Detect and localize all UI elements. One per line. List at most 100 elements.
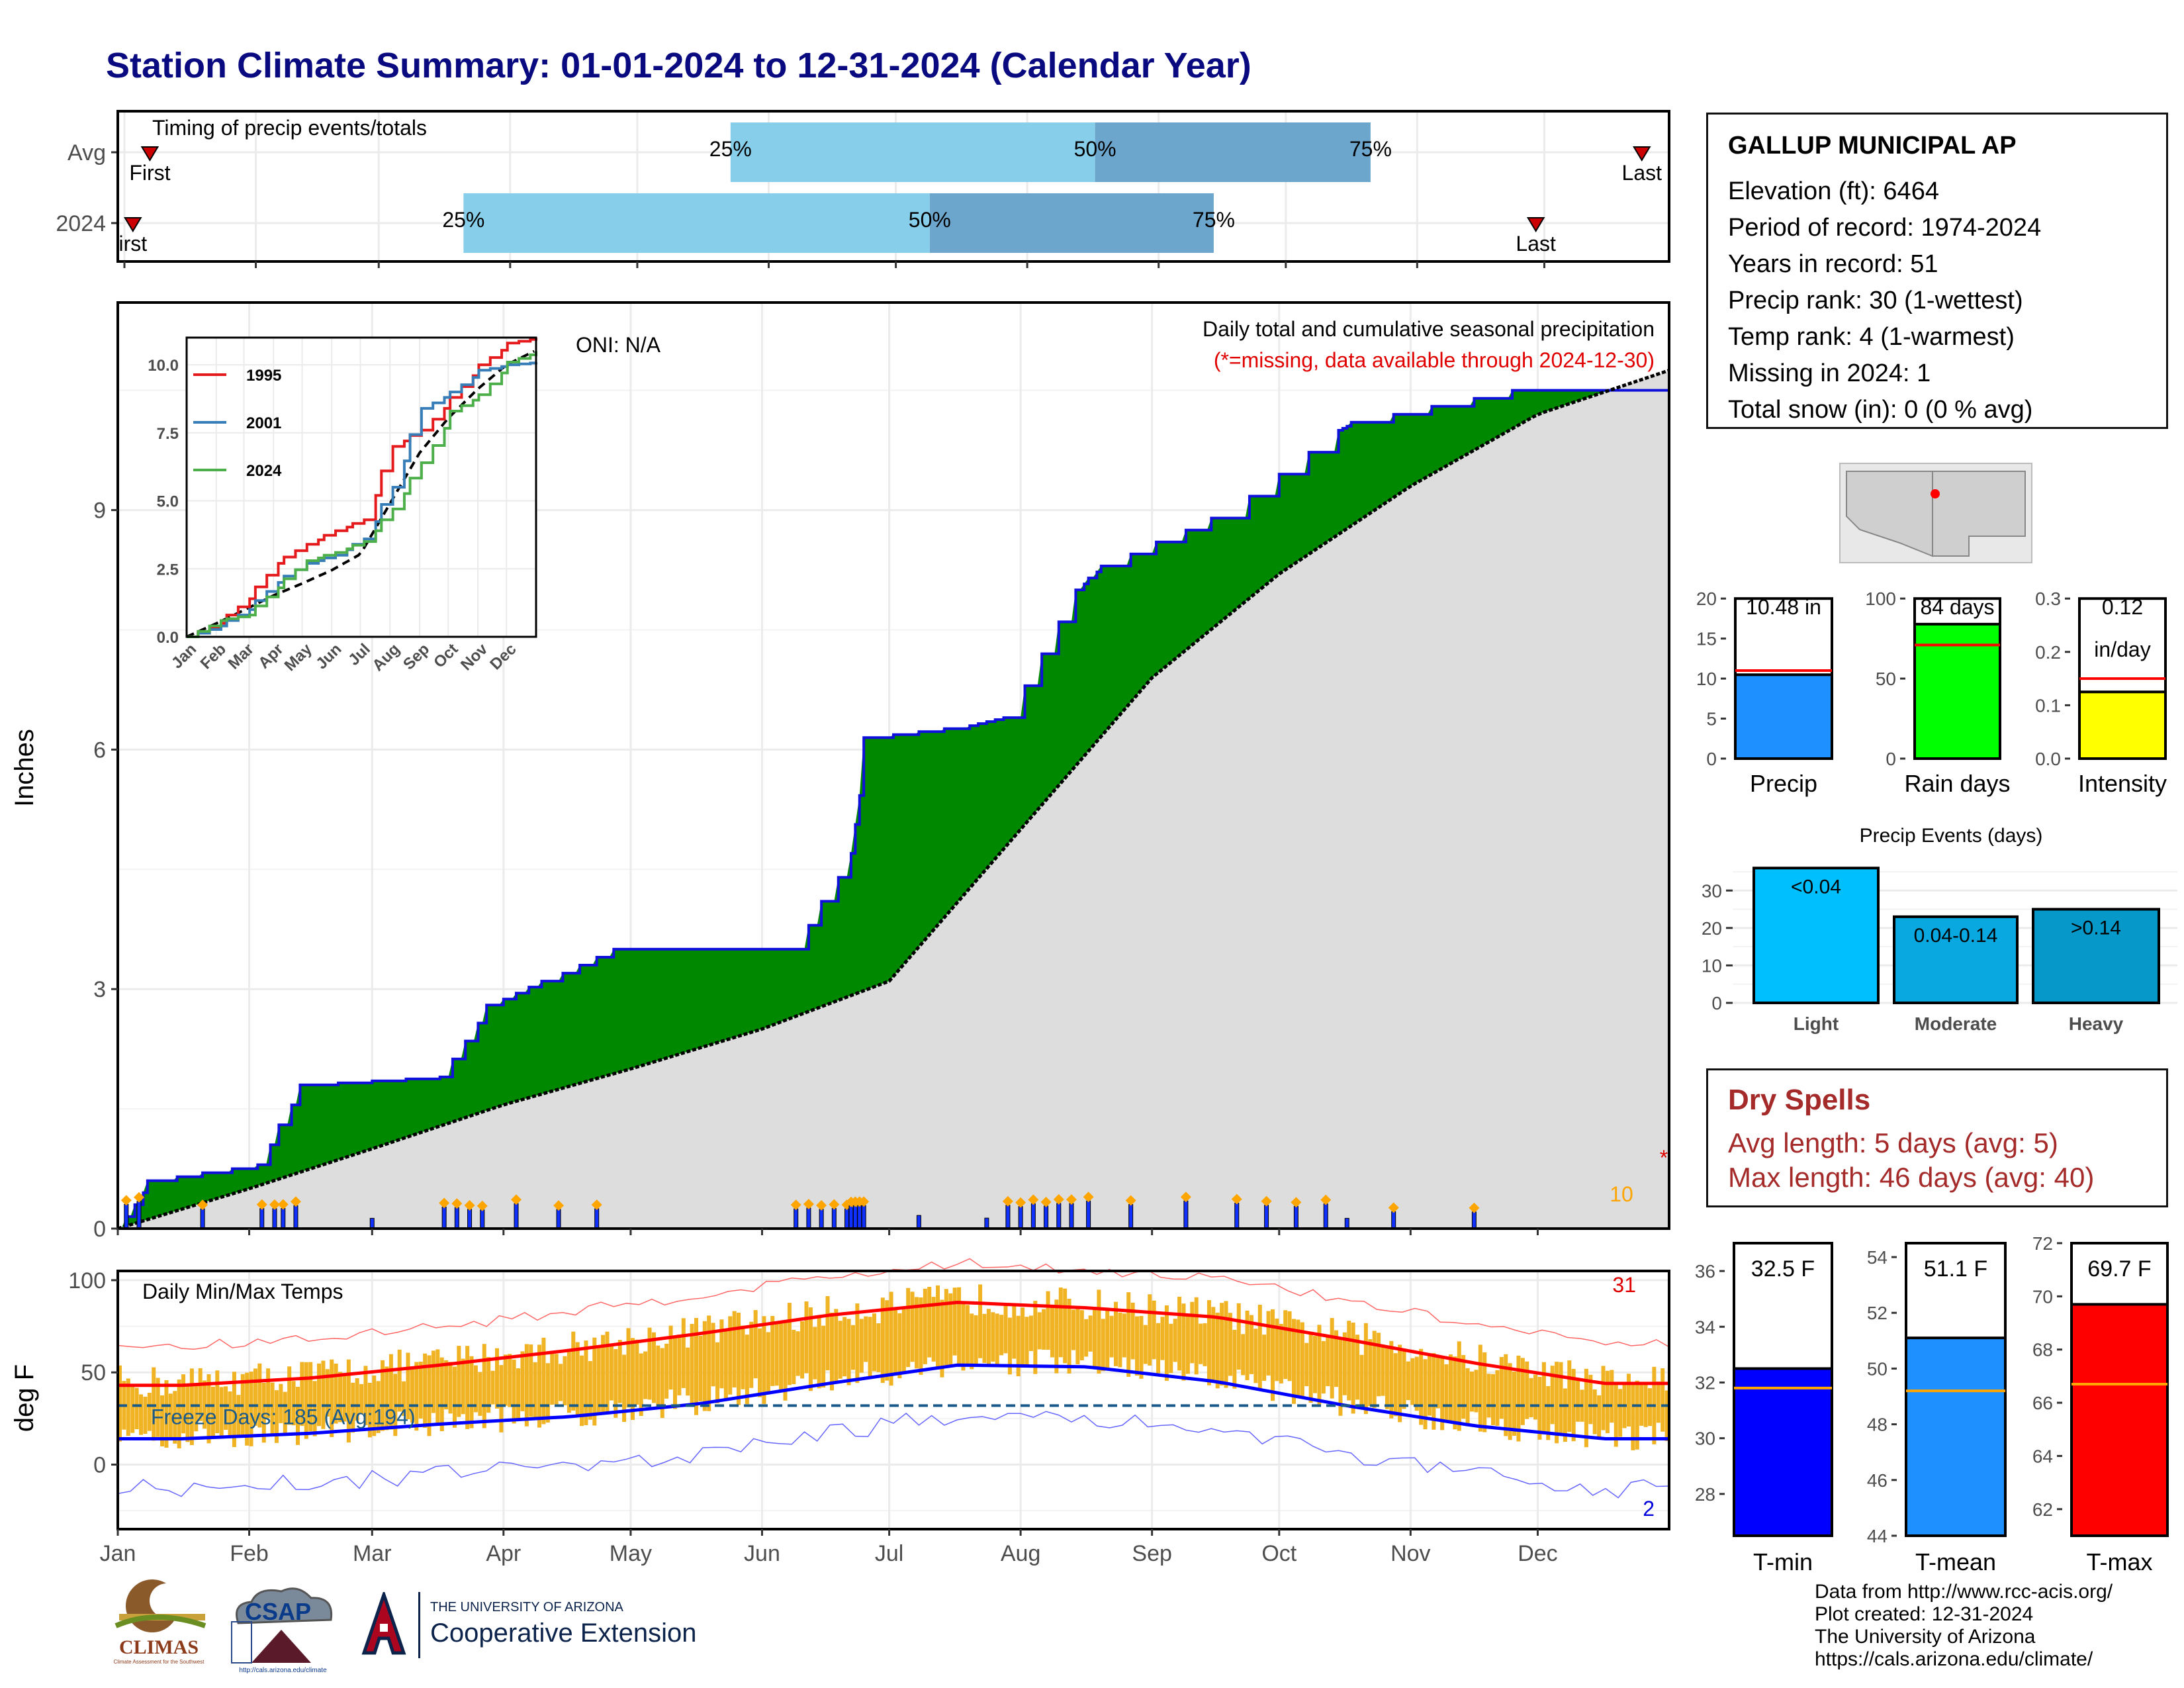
daily-temp-bar	[206, 1374, 211, 1444]
station-temp-rank: Temp rank: 4 (1-warmest)	[1728, 323, 2015, 351]
daily-temp-bar	[283, 1391, 287, 1433]
daily-temp-bar	[482, 1344, 486, 1429]
extreme-event-marker	[477, 1200, 488, 1211]
temp-y-axis-label: deg F	[10, 1364, 39, 1432]
extreme-event-marker	[1002, 1196, 1013, 1207]
daily-temp-bar	[732, 1311, 737, 1388]
temp-bar-ytick-label: 72	[2032, 1233, 2053, 1254]
mini-bar-ytick-label: 0	[1706, 749, 1717, 769]
temp-bar-ytick-label: 50	[1867, 1358, 1888, 1379]
inset-legend-label: 2024	[246, 462, 282, 480]
extreme-event-marker	[120, 1195, 132, 1206]
daily-temp-bar	[1215, 1312, 1220, 1389]
precip-ytick-label: 3	[93, 977, 106, 1002]
daily-temp-bar	[334, 1363, 338, 1424]
daily-temp-bar	[168, 1393, 173, 1438]
daily-temp-bar	[486, 1357, 491, 1413]
daily-temp-bar	[1334, 1330, 1339, 1387]
daily-temp-bar	[698, 1335, 703, 1401]
daily-temp-bar	[529, 1344, 533, 1417]
daily-temp-bar	[952, 1288, 957, 1356]
daily-temp-bar	[461, 1358, 465, 1415]
daily-temp-bar	[766, 1332, 770, 1393]
precip-event-category-label: Heavy	[2069, 1013, 2124, 1034]
daily-temp-bar	[813, 1327, 817, 1380]
daily-temp-bar	[203, 1380, 207, 1429]
daily-temp-bar	[1177, 1296, 1182, 1371]
daily-temp-bar	[1321, 1340, 1326, 1394]
extreme-event-marker	[1231, 1194, 1242, 1205]
station-period: Period of record: 1974-2024	[1728, 214, 2042, 242]
daily-temp-bar	[1440, 1358, 1445, 1430]
daily-temp-bar	[639, 1353, 643, 1416]
daily-temp-bar	[1664, 1390, 1669, 1441]
extreme-event-marker	[1028, 1194, 1039, 1205]
daily-precip-bar	[467, 1209, 473, 1229]
daily-temp-bar	[1287, 1311, 1292, 1382]
climas-logo-text: CLIMAS	[118, 1636, 199, 1658]
daily-temp-bar	[312, 1381, 317, 1436]
daily-temp-bar	[1656, 1382, 1661, 1423]
csap-logo-url: http://cals.arizona.edu/climate	[239, 1667, 327, 1674]
daily-temp-bar	[1355, 1335, 1360, 1400]
average-max-temp-line	[118, 1301, 1669, 1387]
daily-temp-bar	[228, 1391, 232, 1436]
daily-temp-bar	[897, 1313, 902, 1379]
daily-temp-bar	[948, 1293, 953, 1367]
precip-ytick-label: 6	[93, 737, 106, 763]
daily-temp-bar	[737, 1313, 741, 1405]
temp-bar-chart-t-max: 62 64 66 68 70 72 69.7 F T-max	[2032, 1233, 2169, 1575]
inset-ytick-label: 10.0	[148, 357, 179, 375]
daily-temp-bar	[1368, 1339, 1373, 1407]
temp-bar-ytick-label: 34	[1695, 1317, 1715, 1337]
daily-temp-bar	[1084, 1319, 1089, 1357]
daily-precip-bar	[852, 1205, 858, 1229]
month-tick-label: Mar	[353, 1541, 392, 1566]
daily-precip-bar	[916, 1215, 921, 1229]
daily-temp-bar	[592, 1337, 597, 1426]
daily-temp-bar	[473, 1365, 478, 1413]
daily-temp-bar	[1021, 1307, 1025, 1366]
daily-temp-bar	[1643, 1382, 1648, 1427]
daily-temp-bar	[842, 1317, 847, 1377]
daily-temp-bar	[1555, 1362, 1559, 1444]
daily-temp-bar	[1139, 1315, 1144, 1379]
daily-temp-bar	[385, 1366, 389, 1430]
daily-temp-bar	[1525, 1361, 1529, 1419]
temp-bar-ytick-label: 54	[1867, 1247, 1888, 1268]
temp-bar-ytick-label: 48	[1867, 1415, 1888, 1435]
daily-temp-bar	[338, 1372, 343, 1423]
daily-temp-bar	[1516, 1355, 1521, 1442]
daily-temp-bar	[359, 1383, 364, 1415]
station-years: Years in record: 51	[1728, 250, 1938, 278]
daily-temp-bar	[596, 1346, 601, 1413]
daily-temp-bar	[825, 1296, 830, 1371]
daily-temp-bar	[1228, 1313, 1232, 1376]
daily-temp-bar	[1453, 1356, 1457, 1430]
daily-temp-bar	[1236, 1303, 1241, 1370]
daily-temp-bar	[1639, 1382, 1644, 1426]
daily-temp-bar	[494, 1348, 499, 1409]
daily-temp-bar	[672, 1336, 677, 1409]
daily-temp-bar	[829, 1312, 834, 1391]
daily-temp-bar	[524, 1344, 529, 1427]
temp-ytick-label: 0	[93, 1453, 106, 1478]
daily-temp-bar	[1185, 1314, 1190, 1374]
daily-temp-bar	[1381, 1347, 1385, 1396]
extreme-event-marker	[1083, 1192, 1094, 1203]
daily-temp-bar	[1474, 1370, 1479, 1413]
csap-logo-text: CSAP	[245, 1598, 312, 1625]
precip-event-bar	[2032, 908, 2160, 1004]
temp-panel-title: Daily Min/Max Temps	[142, 1280, 343, 1303]
daily-precip-bar	[984, 1217, 989, 1229]
month-tick-label: Feb	[230, 1541, 269, 1566]
daily-temp-bar	[224, 1386, 228, 1430]
daily-temp-bar	[550, 1353, 555, 1405]
extreme-event-marker	[1040, 1196, 1052, 1207]
daily-temp-bar	[1576, 1380, 1580, 1422]
daily-precip-bar	[1018, 1206, 1023, 1229]
daily-temp-bar	[1584, 1368, 1588, 1448]
daily-temp-bar	[889, 1291, 893, 1386]
daily-temp-bar	[1478, 1344, 1482, 1432]
daily-temp-bar	[287, 1366, 292, 1425]
